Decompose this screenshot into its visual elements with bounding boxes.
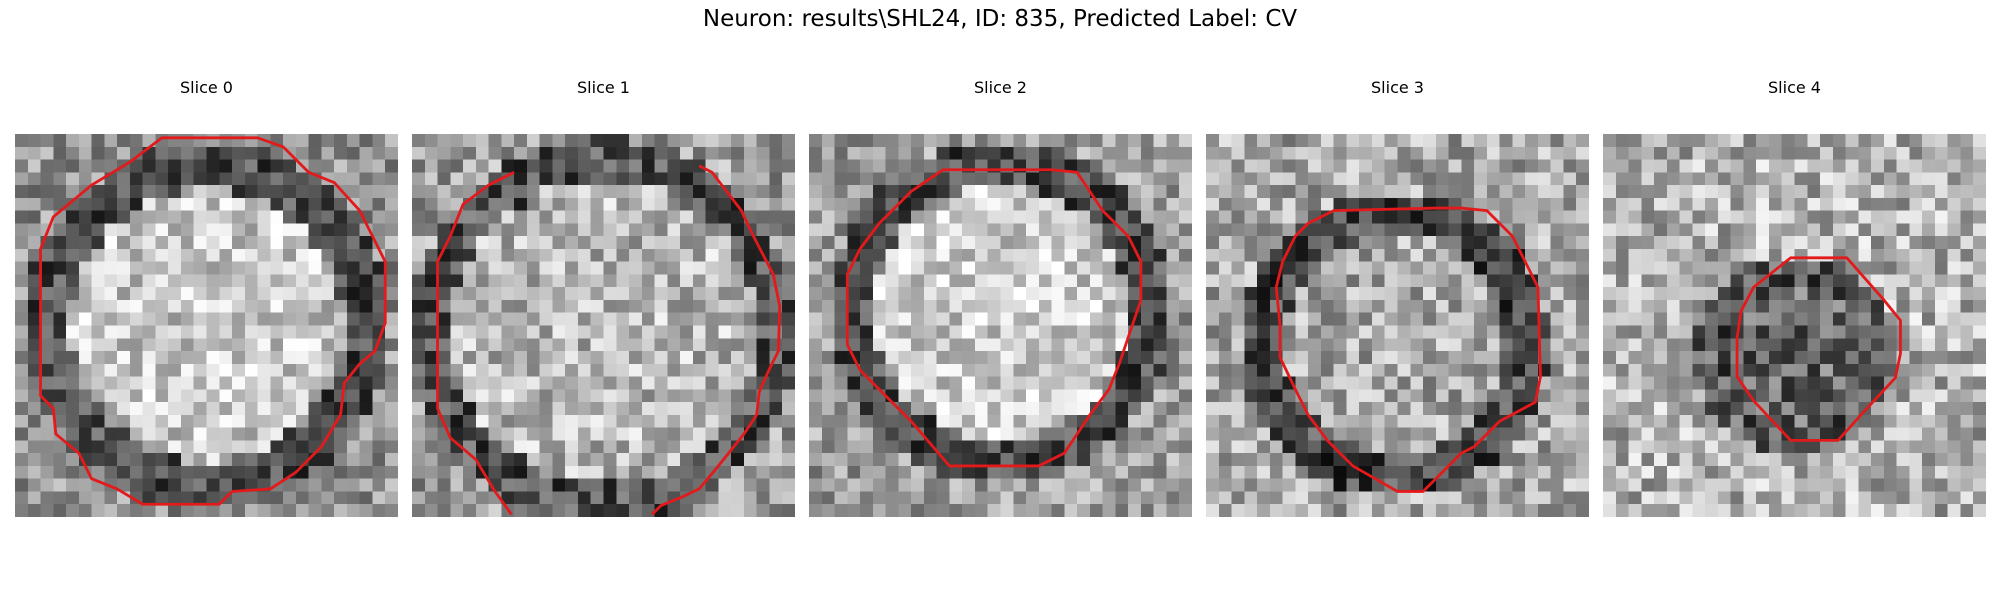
contour-1-segment-0 xyxy=(651,164,782,516)
contour-overlay-0 xyxy=(39,136,387,506)
contour-overlay-3 xyxy=(1274,206,1542,493)
slice-title-0: Slice 0 xyxy=(180,78,233,97)
slice-title-1: Slice 1 xyxy=(577,78,630,97)
slice-image-3 xyxy=(1206,134,1589,517)
slice-title-2: Slice 2 xyxy=(974,78,1027,97)
slice-title-4: Slice 4 xyxy=(1768,78,1821,97)
contour-overlay-2 xyxy=(845,168,1143,468)
contour-overlay-4 xyxy=(1735,256,1902,442)
slice-title-3: Slice 3 xyxy=(1371,78,1424,97)
contour-1 xyxy=(436,171,515,516)
contour-4 xyxy=(1735,256,1902,442)
slice-image-4 xyxy=(1603,134,1986,517)
contour-3 xyxy=(1274,206,1542,493)
contour-overlay-1 xyxy=(436,164,782,516)
slice-image-2 xyxy=(809,134,1192,517)
contour-0 xyxy=(39,136,387,506)
figure-title: Neuron: results\SHL24, ID: 835, Predicte… xyxy=(702,6,1298,32)
contour-2 xyxy=(845,168,1143,468)
